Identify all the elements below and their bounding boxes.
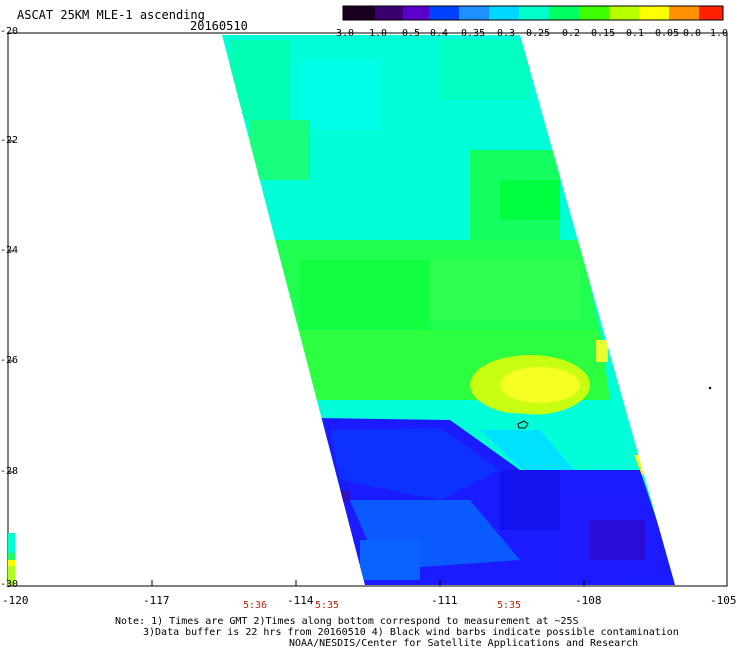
figure-title: ASCAT 25KM MLE-1 ascending	[17, 8, 205, 22]
wind-swath	[222, 35, 675, 585]
colorbar-tick: -0.35	[455, 28, 486, 39]
lat-label: -20	[0, 26, 19, 37]
colorbar-segment	[459, 6, 489, 20]
colorbar-tick: -0.25	[520, 28, 551, 39]
pass-time: 5:36	[243, 600, 268, 611]
colorbar-segment	[375, 6, 403, 20]
colorbar-segment	[519, 6, 549, 20]
lon-label: -117	[143, 594, 170, 607]
colorbar-segment	[699, 6, 723, 20]
colorbar-segment	[403, 6, 429, 20]
colorbar-segment	[669, 6, 699, 20]
lon-label: -114	[287, 594, 314, 607]
lon-label: -120	[2, 594, 29, 607]
pass-time: 5:35	[315, 600, 340, 611]
lon-label: -108	[575, 594, 602, 607]
island-outline	[517, 420, 529, 429]
footer-note-1: Note: 1) Times are GMT 2)Times along bot…	[115, 616, 579, 627]
colorbar-tick: -3.0	[330, 28, 355, 39]
lon-label: -111	[431, 594, 458, 607]
footer-note-2: 3)Data buffer is 22 hrs from 20160510 4)…	[143, 627, 679, 638]
axis-ticks	[8, 140, 585, 586]
figure-date: 20160510	[190, 19, 248, 33]
lat-label: -22	[0, 135, 19, 146]
plot-frame	[7, 32, 728, 587]
colorbar-segment	[429, 6, 459, 20]
colorbar-segment	[609, 6, 639, 20]
colorbar-tick: -0.2	[556, 28, 581, 39]
colorbar-tick: -0.15	[585, 28, 616, 39]
colorbar-tick: -0.5	[396, 28, 421, 39]
pass-time: 5:35	[497, 600, 522, 611]
colorbar	[342, 5, 724, 21]
lon-label: -105	[710, 594, 737, 607]
footer-credit: NOAA/NESDIS/Center for Satellite Applica…	[289, 638, 639, 649]
colorbar-tick: -0.05	[649, 28, 680, 39]
colorbar-segment	[639, 6, 669, 20]
colorbar-tick: -0.3	[491, 28, 516, 39]
lat-label: -24	[0, 245, 19, 256]
colorbar-segment	[489, 6, 519, 20]
colorbar-tick: 1.0	[710, 28, 729, 39]
colorbar-tick: -1.0	[363, 28, 388, 39]
lat-label: -26	[0, 355, 19, 366]
colorbar-segment	[549, 6, 579, 20]
colorbar-tick: 0.0	[683, 28, 702, 39]
colorbar-tick: -0.1	[620, 28, 645, 39]
lat-label: -30	[0, 579, 19, 590]
colorbar-segment	[343, 6, 375, 20]
colorbar-segment	[579, 6, 609, 20]
colorbar-tick: -0.4	[424, 28, 449, 39]
lat-label: -28	[0, 466, 19, 477]
